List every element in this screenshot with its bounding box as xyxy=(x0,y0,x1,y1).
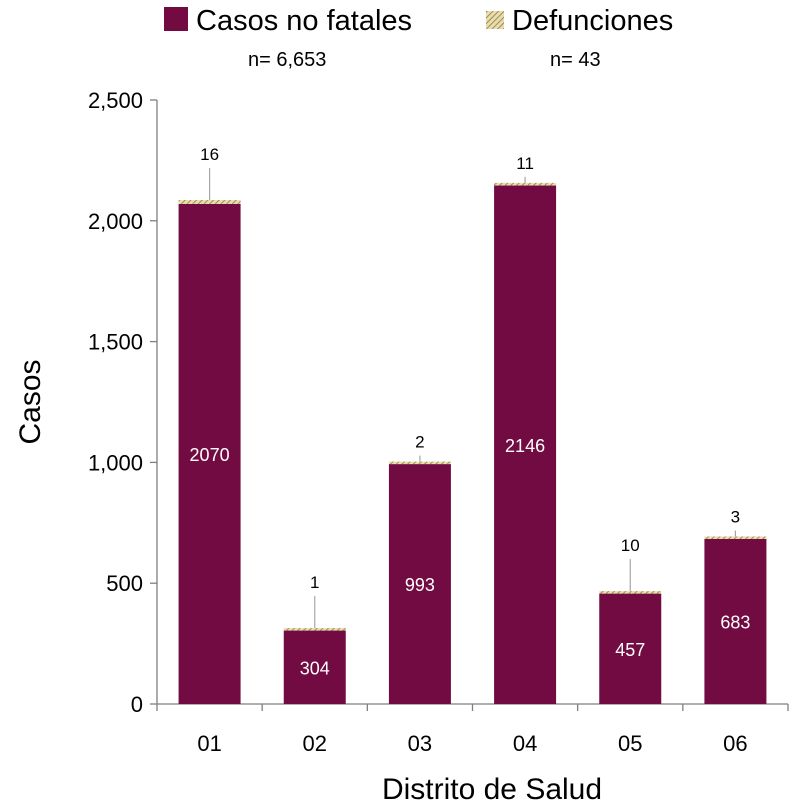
legend-n-casos-no-fatales: n= 6,653 xyxy=(248,49,326,71)
bar-value-label-defunciones: 1 xyxy=(310,573,319,592)
y-tick-label: 2,500 xyxy=(88,88,143,113)
bar-value-label-casos-no-fatales: 2146 xyxy=(505,436,545,456)
x-tick-label: 06 xyxy=(723,731,747,756)
bar-casos-no-fatales-03 xyxy=(388,464,451,704)
legend-n-defunciones: n= 43 xyxy=(550,49,601,71)
bar-defunciones-02 xyxy=(283,628,346,631)
bar-defunciones-05 xyxy=(599,591,662,594)
y-tick-label: 500 xyxy=(106,571,143,596)
bar-value-label-casos-no-fatales: 993 xyxy=(405,575,435,595)
bar-value-label-casos-no-fatales: 2070 xyxy=(190,445,230,465)
bar-defunciones-04 xyxy=(494,182,557,186)
bar-defunciones-06 xyxy=(704,536,767,539)
bar-value-label-casos-no-fatales: 683 xyxy=(720,612,750,632)
bar-value-label-casos-no-fatales: 304 xyxy=(300,658,330,678)
x-tick-label: 01 xyxy=(197,731,221,756)
y-tick-label: 0 xyxy=(131,692,143,717)
legend: Casos no fatales Defunciones n= 6,653 n=… xyxy=(164,5,673,71)
bars: 2070 16 304 1 993 2 2146 11 457 10 683 3 xyxy=(178,145,767,705)
bar-defunciones-01 xyxy=(178,200,241,204)
y-ticks: 0 500 1,000 1,500 2,000 2,500 xyxy=(88,88,157,717)
legend-swatch-defunciones xyxy=(486,11,504,29)
x-tick-label: 02 xyxy=(303,731,327,756)
x-tick-label: 03 xyxy=(408,731,432,756)
bar-value-label-defunciones: 2 xyxy=(415,433,424,452)
bar-value-label-defunciones: 11 xyxy=(516,154,534,173)
bar-casos-no-fatales-04 xyxy=(494,185,557,705)
bar-defunciones-03 xyxy=(388,461,451,465)
bar-value-label-defunciones: 16 xyxy=(200,145,219,164)
bar-value-label-defunciones: 3 xyxy=(731,507,740,526)
x-tick-label: 04 xyxy=(513,731,537,756)
legend-label-casos-no-fatales: Casos no fatales xyxy=(196,5,412,37)
x-axis-title: Distrito de Salud xyxy=(382,773,602,806)
bar-casos-no-fatales-05 xyxy=(599,593,662,704)
y-tick-label: 1,000 xyxy=(88,450,143,475)
x-ticks: 01 02 03 04 05 06 xyxy=(156,704,789,756)
x-tick-label: 05 xyxy=(618,731,642,756)
legend-swatch-casos-no-fatales xyxy=(164,7,188,31)
bar-value-label-casos-no-fatales: 457 xyxy=(615,640,645,660)
legend-label-defunciones: Defunciones xyxy=(512,5,673,37)
bar-casos-no-fatales-02 xyxy=(283,630,346,704)
y-tick-label: 2,000 xyxy=(88,209,143,234)
bar-casos-no-fatales-06 xyxy=(704,538,767,704)
y-tick-label: 1,500 xyxy=(88,330,143,355)
bar-value-label-defunciones: 10 xyxy=(621,536,640,555)
y-axis-title: Casos xyxy=(14,359,47,444)
bar-casos-no-fatales-01 xyxy=(178,203,241,704)
